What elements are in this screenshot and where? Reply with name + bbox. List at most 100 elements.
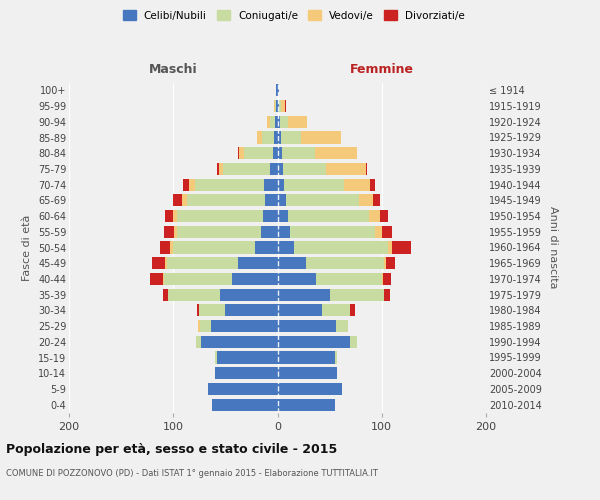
Bar <box>254 242 277 254</box>
Bar <box>281 147 315 160</box>
Bar <box>350 304 355 316</box>
Text: COMUNE DI POZZONOVO (PD) - Dati ISTAT 1° gennaio 2015 - Elaborazione TUTTITALIA.: COMUNE DI POZZONOVO (PD) - Dati ISTAT 1°… <box>6 469 378 478</box>
Bar <box>383 273 391 285</box>
Bar <box>173 194 182 206</box>
Bar <box>197 304 199 316</box>
Text: Popolazione per età, sesso e stato civile - 2015: Popolazione per età, sesso e stato civil… <box>6 442 337 456</box>
Bar <box>280 116 288 128</box>
Bar <box>168 288 220 301</box>
Bar <box>322 304 350 316</box>
Bar <box>264 178 277 191</box>
Bar <box>238 147 239 160</box>
Bar <box>199 304 226 316</box>
Bar <box>174 226 178 238</box>
Bar <box>290 226 376 238</box>
Bar <box>163 273 164 285</box>
Bar <box>165 210 173 222</box>
Bar <box>384 288 390 301</box>
Bar <box>278 100 281 112</box>
Bar <box>274 100 275 112</box>
Bar <box>388 242 392 254</box>
Bar <box>288 116 307 128</box>
Bar <box>277 226 290 238</box>
Bar <box>217 163 219 175</box>
Bar <box>277 84 278 96</box>
Bar <box>285 100 286 112</box>
Bar <box>277 352 335 364</box>
Bar <box>294 242 388 254</box>
Bar <box>274 132 277 143</box>
Bar <box>277 367 337 380</box>
Bar <box>382 226 392 238</box>
Bar <box>195 178 264 191</box>
Bar <box>376 226 382 238</box>
Bar <box>200 320 211 332</box>
Bar <box>301 132 341 143</box>
Bar <box>261 226 277 238</box>
Bar <box>238 257 277 270</box>
Bar <box>163 288 168 301</box>
Bar <box>277 383 342 395</box>
Bar <box>196 336 202 348</box>
Bar <box>232 273 277 285</box>
Bar <box>277 116 280 128</box>
Bar <box>165 257 167 270</box>
Bar <box>270 116 275 128</box>
Bar <box>305 257 384 270</box>
Bar <box>226 304 277 316</box>
Bar <box>277 210 288 222</box>
Bar <box>244 147 274 160</box>
Bar <box>215 352 217 364</box>
Bar <box>173 210 178 222</box>
Bar <box>263 210 277 222</box>
Bar <box>189 178 195 191</box>
Bar <box>286 194 359 206</box>
Bar <box>239 147 244 160</box>
Legend: Celibi/Nubili, Coniugati/e, Vedovi/e, Divorziati/e: Celibi/Nubili, Coniugati/e, Vedovi/e, Di… <box>119 6 469 25</box>
Bar <box>219 163 223 175</box>
Bar <box>277 194 286 206</box>
Text: Maschi: Maschi <box>149 63 197 76</box>
Bar <box>267 116 270 128</box>
Bar <box>202 336 277 348</box>
Bar <box>151 273 163 285</box>
Bar <box>164 273 232 285</box>
Bar <box>366 163 367 175</box>
Bar <box>288 210 369 222</box>
Bar <box>373 194 380 206</box>
Bar <box>382 273 383 285</box>
Bar <box>384 257 386 270</box>
Bar <box>277 178 284 191</box>
Bar <box>160 242 170 254</box>
Bar <box>265 194 277 206</box>
Bar <box>187 194 265 206</box>
Bar <box>178 226 261 238</box>
Bar <box>257 132 262 143</box>
Bar <box>277 100 278 112</box>
Bar <box>335 352 337 364</box>
Bar <box>220 288 277 301</box>
Bar <box>223 163 270 175</box>
Bar <box>344 178 370 191</box>
Bar <box>274 147 277 160</box>
Bar <box>275 100 277 112</box>
Bar <box>277 147 281 160</box>
Bar <box>277 257 305 270</box>
Bar <box>315 147 357 160</box>
Bar <box>275 116 277 128</box>
Bar <box>208 383 277 395</box>
Y-axis label: Anni di nascita: Anni di nascita <box>548 206 559 288</box>
Bar <box>316 273 382 285</box>
Bar <box>277 336 350 348</box>
Bar <box>283 163 326 175</box>
Bar <box>386 257 395 270</box>
Bar <box>212 398 277 411</box>
Bar <box>370 178 376 191</box>
Bar <box>380 210 388 222</box>
Bar <box>277 163 283 175</box>
Bar <box>167 257 238 270</box>
Bar <box>350 336 357 348</box>
Bar <box>326 163 366 175</box>
Bar <box>281 100 285 112</box>
Bar <box>262 132 274 143</box>
